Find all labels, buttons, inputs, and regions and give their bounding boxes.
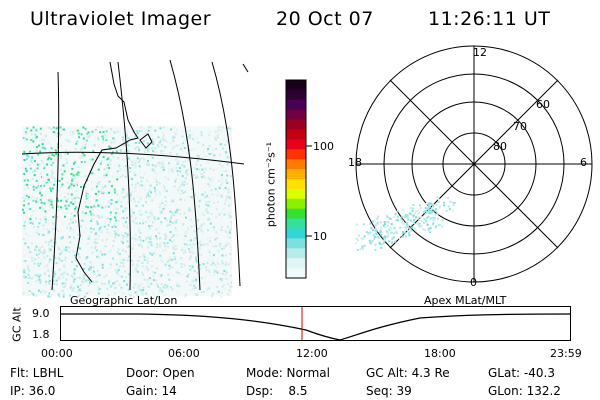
gc-alt-ytick-high: 9.0 (32, 307, 50, 320)
info-door: Door: Open (126, 366, 195, 380)
info-seq: Seq: 39 (366, 384, 412, 398)
geographic-label: Geographic Lat/Lon (70, 294, 178, 307)
mlt-label-0: 0 (470, 276, 477, 289)
info-dsp: Dsp: 8.5 (246, 384, 308, 398)
instrument-title: Ultraviolet Imager (30, 8, 212, 30)
mlt-label-6: 6 (580, 156, 587, 169)
info-ip: IP: 36.0 (10, 384, 56, 398)
info-glat: GLat: -40.3 (488, 366, 555, 380)
lat-label-80: 80 (493, 140, 507, 153)
gc-alt-xtick-1800: 18:00 (424, 347, 456, 360)
time-label: 11:26:11 UT (428, 8, 551, 30)
info-gcalt: GC Alt: 4.3 Re (366, 366, 450, 380)
gc-alt-ytick-low: 1.8 (32, 328, 50, 341)
gc-alt-xtick-0600: 06:00 (168, 347, 200, 360)
gc-alt-plot (60, 306, 571, 341)
info-mode: Mode: Normal (246, 366, 330, 380)
info-gain: Gain: 14 (126, 384, 177, 398)
info-glon: GLon: 132.2 (488, 384, 561, 398)
date-label: 20 Oct 07 (276, 8, 374, 30)
gc-alt-xtick-1200: 12:00 (296, 347, 328, 360)
colorbar (285, 79, 312, 279)
lat-label-60: 60 (536, 98, 550, 111)
mlt-label-12: 12 (473, 46, 487, 59)
geographic-map (21, 59, 249, 298)
colorbar-tick-10: 10 (313, 230, 327, 243)
lat-label-70: 70 (513, 120, 527, 133)
colorbar-tick-100: 100 (313, 140, 334, 153)
gc-alt-xtick-2359: 23:59 (550, 347, 582, 360)
apex-label: Apex MLat/MLT (424, 294, 507, 307)
gc-alt-xtick-0000: 00:00 (41, 347, 73, 360)
info-flt: Flt: LBHL (10, 366, 64, 380)
gc-alt-axis-label: GC Alt (10, 307, 24, 342)
polar-plot (354, 45, 593, 283)
mlt-label-18: 18 (348, 156, 362, 169)
